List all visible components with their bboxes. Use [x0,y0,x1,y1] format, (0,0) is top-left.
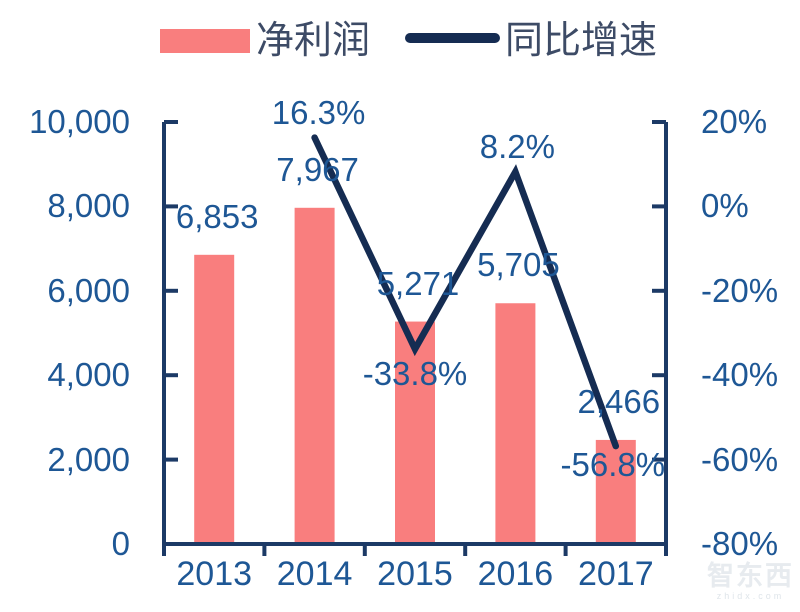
watermark-url: zhidx.com [716,591,785,601]
yoy-growth-legend-label: 同比增速 [505,20,658,62]
x-axis-label-2017: 2017 [577,555,654,593]
left-axis-label-5: 0 [111,525,130,562]
bar-2016 [495,303,536,544]
bar-value-label-2015: 5,271 [376,264,460,302]
line-value-label-2017: -56.8% [560,446,666,484]
line-value-label-2014: 16.3% [271,93,366,131]
net-profit-legend-label: 净利润 [256,20,371,62]
left-axis-label-4: 2,000 [47,440,130,478]
line-value-label-2016: 8.2% [479,127,555,165]
bar-value-label-2014: 7,967 [276,150,359,188]
x-axis-label-2015: 2015 [377,555,453,593]
bar-2014 [294,207,335,544]
x-axis-label-2013: 2013 [176,555,253,593]
left-axis-label-3: 4,000 [47,356,130,394]
watermark: 智东西 zhidx.com [707,562,794,602]
watermark-logo: 智东西 [707,561,794,591]
yoy-growth-legend-swatch [405,33,500,43]
x-axis-label-2014: 2014 [276,555,353,593]
right-axis-label-5: -80% [701,525,779,562]
bar-value-label-2013: 6,853 [175,197,259,235]
line-value-label-2015: -33.8% [362,355,468,393]
left-axis-label-1: 8,000 [47,187,130,225]
left-axis-label-0: 10,000 [29,103,130,140]
right-axis-label-4: -60% [701,440,779,478]
bar-2015 [395,321,435,544]
right-axis-label-1: 0% [701,187,749,225]
right-axis-label-2: -20% [701,271,779,309]
right-axis-label-0: 20% [701,103,768,140]
right-axis-label-3: -40% [701,356,779,394]
bar-2013 [194,254,235,544]
bar-value-label-2016: 5,705 [477,246,560,284]
bar-2017 [595,439,636,544]
left-axis-label-2: 6,000 [47,271,130,309]
net-profit-legend-swatch [160,29,250,53]
yoy-growth-line [311,134,620,450]
x-axis-label-2016: 2016 [477,555,554,593]
bar-value-label-2017: 2,466 [577,382,661,420]
